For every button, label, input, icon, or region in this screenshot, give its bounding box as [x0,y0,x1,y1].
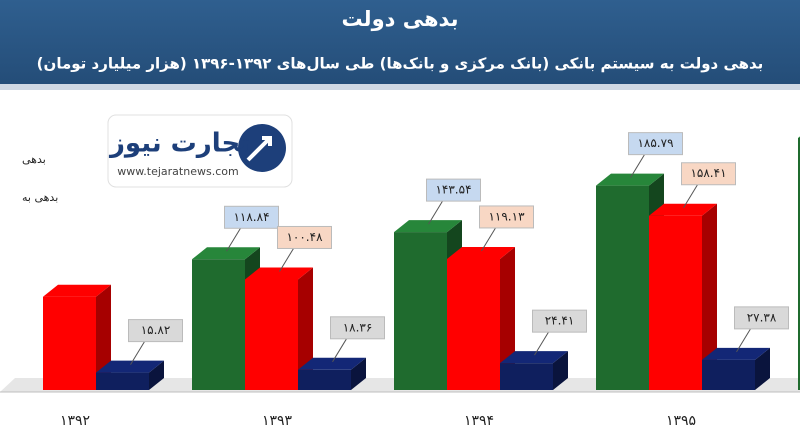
label-leader [332,338,347,363]
bar [596,185,649,390]
label-box [277,225,332,249]
data-label: ۲۴.۴۱ [545,314,575,328]
bar-top [500,351,568,364]
bar-top [43,284,111,297]
bar-side [298,267,313,390]
header-bg [0,0,800,84]
data-label: ۱۱۸.۸۴ [233,210,269,224]
bar [702,359,755,390]
logo-arrow [246,136,272,162]
bar-side [755,347,770,390]
label-leader [534,331,549,356]
chart-subtitle: بدهی دولت به سیستم بانکی (بانک مرکزی و ب… [37,55,764,73]
bar [96,372,149,390]
bar-side [351,357,366,390]
data-label: ۱۵.۸۲ [141,323,171,337]
label-leader [428,200,443,225]
bar-top [596,173,664,186]
data-label: ۱۰۰.۴۸ [286,230,323,244]
bar-side [149,360,164,390]
chart-title: بدهی دولت [341,7,458,31]
bar-side [702,203,717,390]
logo-url: www.tejaratnews.com [117,165,238,178]
x-tick-label: ۱۳۹۵ [666,413,696,429]
bar [394,232,447,390]
bar [298,369,351,390]
bar [192,259,245,390]
label-leader [130,341,145,365]
label-box [330,316,385,340]
label-leader [683,184,698,209]
data-label: ۱۵۸.۴۱ [690,166,726,180]
x-tick-label: ۱۳۹۴ [464,413,494,429]
label-leader [279,248,294,272]
bar-top [96,360,164,373]
label-box [426,178,481,202]
data-label: ۱۱۹.۱۳ [488,209,525,223]
bar-top [298,357,366,370]
bar [500,363,553,390]
bar [245,279,298,390]
logo: تجارت نیوز www.tejaratnews.com [107,114,293,188]
label-box [224,205,279,229]
data-label: ۱۸۵.۷۹ [637,136,673,150]
bar [447,258,500,390]
bar [798,137,800,390]
data-label: ۲۷.۳۸ [747,310,777,324]
bar [649,215,702,390]
bar-top [447,246,515,259]
label-box [128,319,183,343]
label-box [479,205,534,229]
label-leader [481,227,496,252]
label-box [734,306,789,330]
data-label: ۱۸.۳۶ [343,320,373,334]
x-tick-label: ۱۳۹۳ [262,413,293,429]
bar-top [394,220,462,233]
bar-top [192,247,260,260]
label-box [532,309,587,333]
bar-top [245,267,313,280]
label-box [628,132,683,156]
bar-top [649,203,717,216]
label-leader [630,154,645,178]
legend-label: بدهی به [22,191,58,204]
label-box [681,162,736,186]
header-shadow [0,84,800,90]
label-leader [226,228,241,252]
legend-label: بدهی [22,153,46,166]
data-label: ۱۴۳.۵۴ [435,183,471,197]
logo-text: تجارت نیوز [108,129,250,159]
label-leader [736,328,751,353]
bar [43,296,96,390]
x-tick-label: ۱۳۹۲ [60,413,90,429]
bar-top [702,347,770,360]
bar-side [553,351,568,390]
